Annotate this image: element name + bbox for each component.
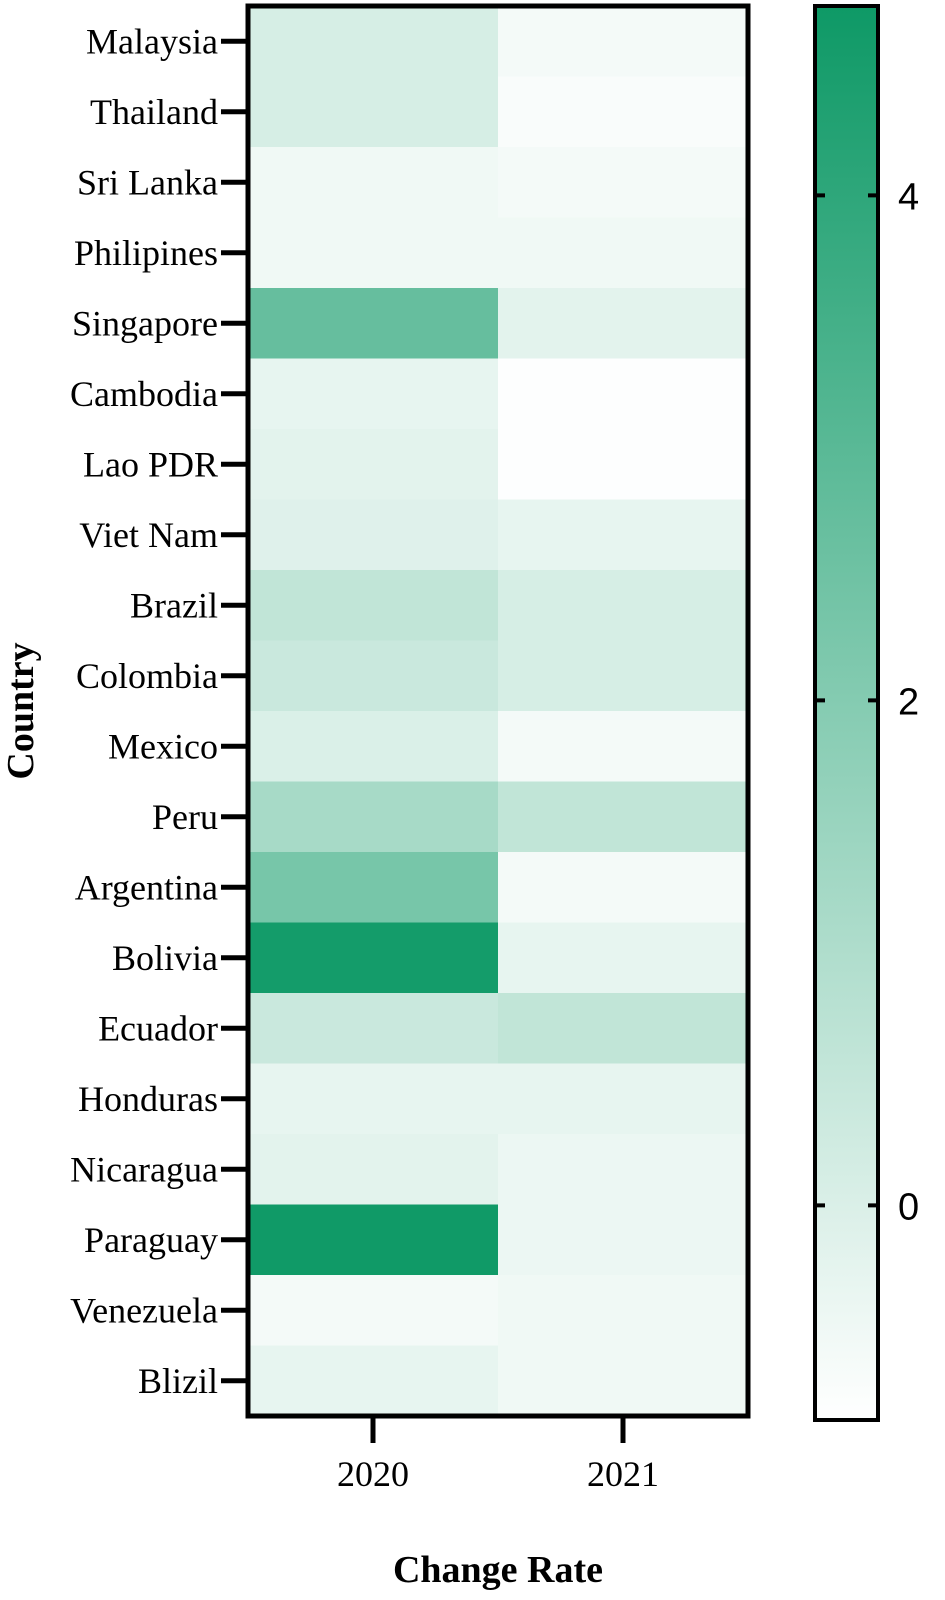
heatmap-cell <box>498 217 749 289</box>
row-label: Honduras <box>78 1079 218 1119</box>
heatmap-cell <box>498 6 749 77</box>
row-label: Venezuela <box>70 1290 218 1330</box>
colorbar-tick-label: 2 <box>898 681 919 723</box>
row-label: Lao PDR <box>83 444 218 484</box>
heatmap-cell <box>248 852 499 923</box>
heatmap-cell <box>248 711 499 782</box>
heatmap-cell <box>498 1063 749 1135</box>
heatmap-cell <box>248 358 499 430</box>
colorbar-axis: 0 2 4 <box>815 176 919 1228</box>
column-label: 2021 <box>587 1454 659 1494</box>
row-label: Sri Lanka <box>77 162 218 202</box>
row-label: Ecuador <box>98 1008 218 1048</box>
row-label: Peru <box>152 797 218 837</box>
heatmap-cell <box>498 993 749 1064</box>
heatmap-cell <box>248 76 499 148</box>
row-label: Viet Nam <box>79 515 218 555</box>
heatmap-cell <box>498 711 749 782</box>
row-label: Brazil <box>130 585 218 625</box>
colorbar-tick-label: 0 <box>898 1186 919 1228</box>
colorbar-frame <box>813 4 880 1422</box>
row-label: Colombia <box>76 656 218 696</box>
heatmap-cell <box>498 640 749 712</box>
heatmap-cell <box>498 781 749 853</box>
heatmap-cell <box>498 1275 749 1346</box>
row-label: Singapore <box>72 303 218 343</box>
heatmap-cell <box>248 147 499 218</box>
row-label: Cambodia <box>70 374 218 414</box>
heatmap-cell <box>248 499 499 571</box>
heatmap-cell <box>498 1345 749 1417</box>
heatmap-cell <box>248 993 499 1064</box>
heatmap-cell <box>248 288 499 359</box>
row-label: Argentina <box>75 867 218 907</box>
row-label: Philipines <box>74 233 218 273</box>
heatmap-cell <box>248 640 499 712</box>
heatmap-cell <box>248 1345 499 1417</box>
x-axis-label: Change Rate <box>393 1549 603 1591</box>
heatmap-cell <box>498 1204 749 1276</box>
column-axis: 2020 2021 <box>337 1416 659 1494</box>
heatmap-cell <box>248 1063 499 1135</box>
heatmap-cell <box>498 358 749 430</box>
heatmap-cells <box>248 6 749 1417</box>
heatmap-cell <box>498 922 749 994</box>
heatmap-cell <box>248 429 499 500</box>
heatmap-cell <box>498 570 749 641</box>
heatmap-cell <box>248 1275 499 1346</box>
heatmap-cell <box>248 217 499 289</box>
column-label: 2020 <box>337 1454 409 1494</box>
heatmap-cell <box>498 76 749 148</box>
row-label: Blizil <box>138 1361 218 1401</box>
heatmap-cell <box>248 570 499 641</box>
row-axis: Malaysia Thailand Sri Lanka Philipines Singa… <box>70 21 248 1401</box>
row-label: Bolivia <box>112 938 218 978</box>
heatmap-cell <box>498 288 749 359</box>
row-label: Mexico <box>108 726 218 766</box>
heatmap-cell <box>498 852 749 923</box>
heatmap-cell <box>248 1204 499 1276</box>
y-axis-label: Country <box>0 642 42 779</box>
colorbar <box>815 6 878 1420</box>
row-label: Thailand <box>90 92 218 132</box>
row-label: Malaysia <box>86 21 218 61</box>
row-label: Nicaragua <box>70 1149 218 1189</box>
heatmap-cell <box>248 1134 499 1205</box>
heatmap-cell <box>248 781 499 853</box>
heatmap-cell <box>498 1134 749 1205</box>
row-label: Paraguay <box>84 1220 218 1260</box>
heatmap-cell <box>248 922 499 994</box>
colorbar-tick-label: 4 <box>898 176 919 218</box>
plot-frame <box>245 3 751 1419</box>
heatmap-cell <box>498 147 749 218</box>
heatmap-cell <box>498 499 749 571</box>
heatmap-cell <box>248 6 499 77</box>
heatmap-cell <box>498 429 749 500</box>
